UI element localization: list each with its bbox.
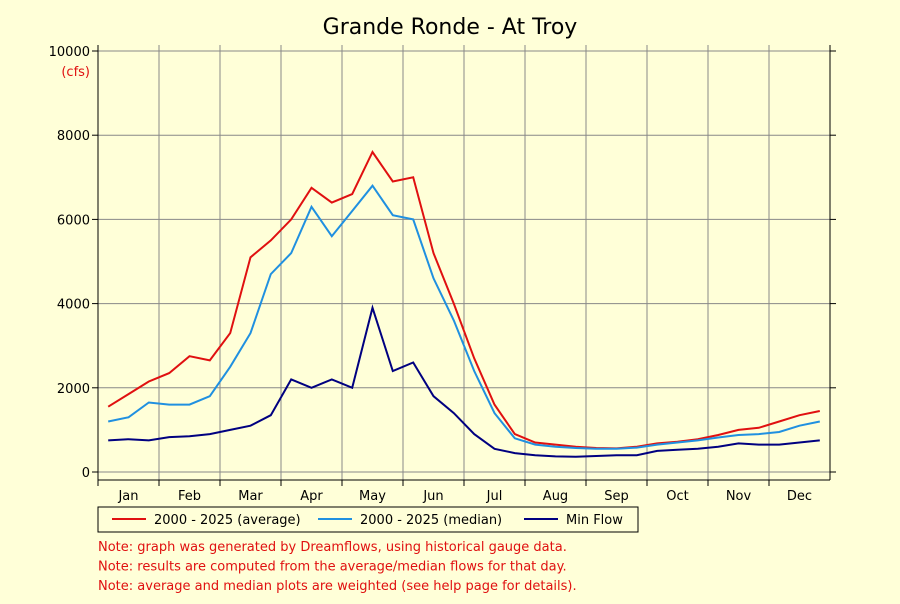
y-tick-label: 2000: [57, 382, 90, 397]
note: Note: average and median plots are weigh…: [98, 579, 577, 594]
x-tick-label: Apr: [300, 489, 323, 504]
y-tick-label: 6000: [57, 213, 90, 228]
y-unit: (cfs): [61, 65, 90, 80]
chart-title: Grande Ronde - At Troy: [323, 15, 578, 40]
x-tick-label: Jun: [422, 489, 443, 504]
note: Note: results are computed from the aver…: [98, 560, 567, 575]
x-tick-label: Feb: [178, 489, 201, 504]
note: Note: graph was generated by Dreamflows,…: [98, 540, 567, 555]
x-tick-label: Sep: [604, 489, 629, 504]
x-tick-label: Dec: [787, 489, 812, 504]
x-tick-label: May: [359, 489, 386, 504]
y-tick-label: 8000: [57, 129, 90, 144]
legend-label: Min Flow: [566, 513, 623, 528]
x-tick-label: Oct: [666, 489, 688, 504]
legend-box: [97, 506, 639, 533]
series-line: [107, 184, 821, 450]
legend-label: 2000 - 2025 (average): [154, 513, 301, 528]
y-tick-label: 4000: [57, 298, 90, 313]
series-line: [108, 304, 820, 458]
y-tick-label: 0: [82, 466, 90, 481]
x-tick-label: Nov: [726, 489, 752, 504]
x-tick-label: Aug: [543, 489, 568, 504]
series-line: [107, 150, 821, 450]
x-tick-label: Mar: [238, 489, 263, 504]
x-tick-label: Jul: [486, 489, 503, 504]
legend-label: 2000 - 2025 (median): [360, 513, 502, 528]
y-tick-label: 10000: [49, 45, 90, 60]
x-tick-label: Jan: [117, 489, 138, 504]
